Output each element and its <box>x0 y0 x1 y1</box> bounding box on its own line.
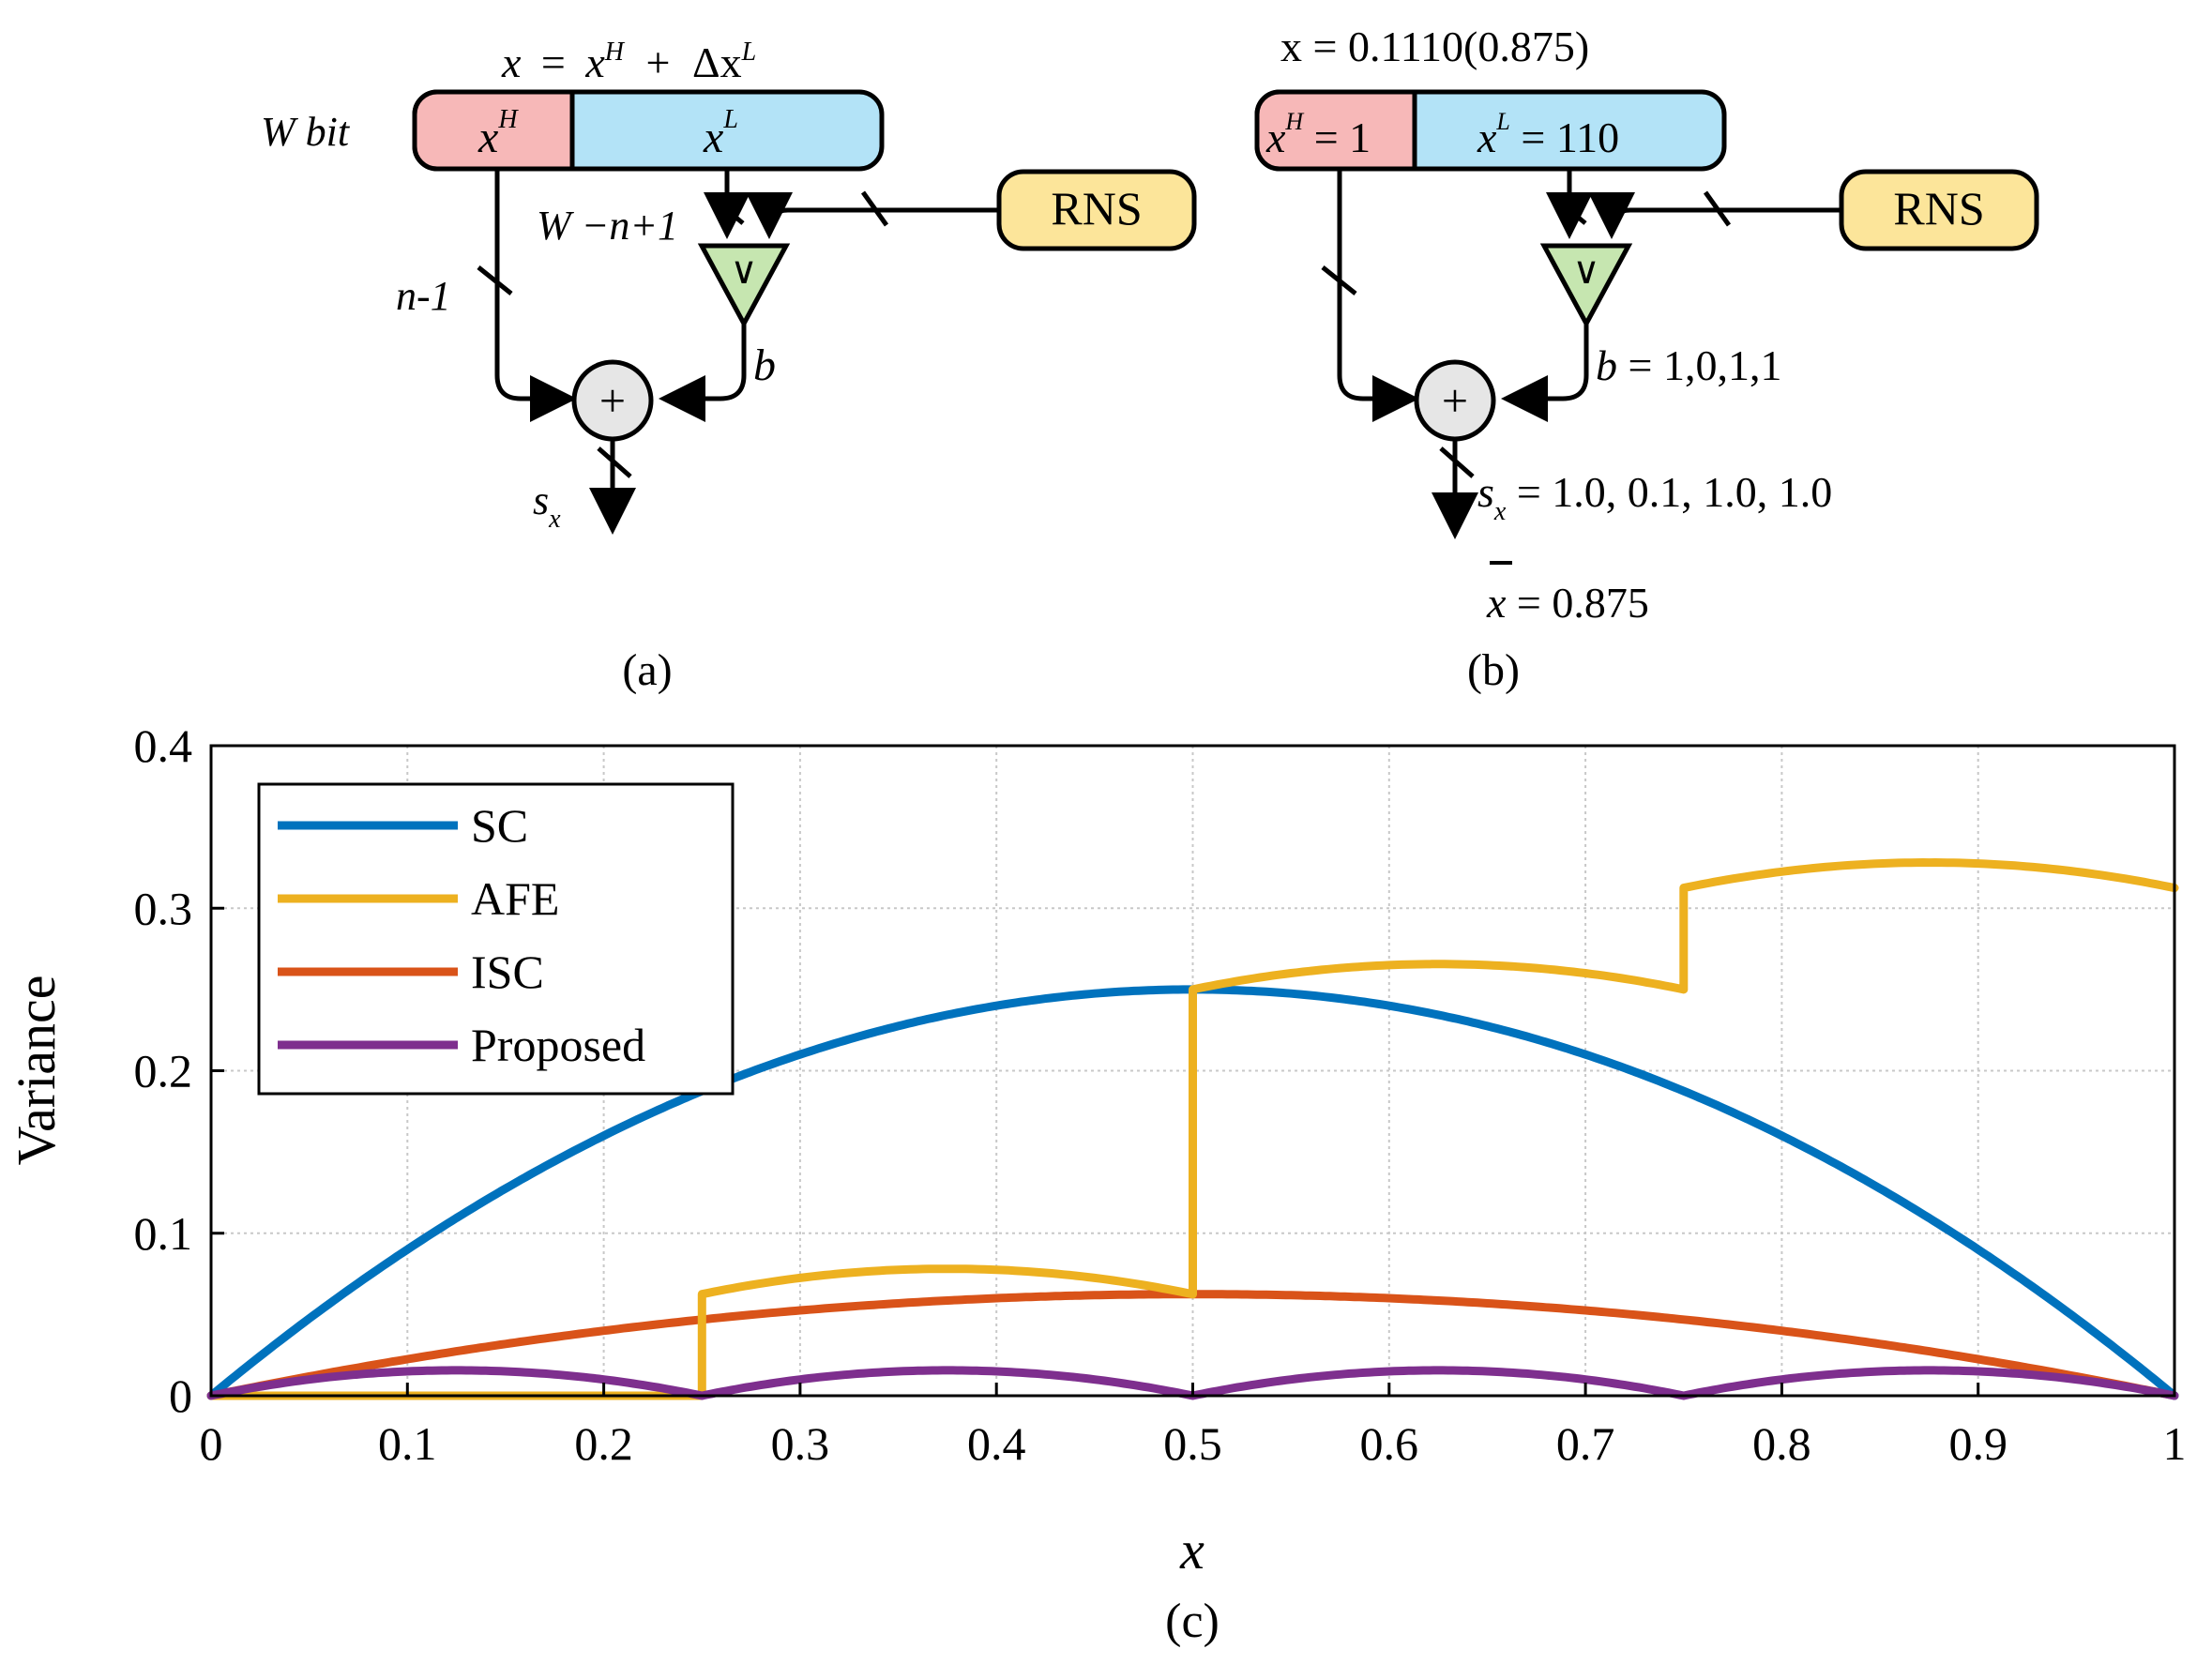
sx-label-a: sx <box>533 477 561 534</box>
register-a-high <box>412 89 575 172</box>
x-tick-label: 0.7 <box>1556 1417 1615 1470</box>
width-msb-label: n-1 <box>396 273 451 319</box>
panel-b: x = 0.1110(0.875) xH = 1 xL = 110 RNS ∨ … <box>1254 23 2039 695</box>
legend: SC AFE ISC Proposed <box>257 782 735 1096</box>
x-tick-label: 0.9 <box>1948 1417 2007 1470</box>
caption-a: (a) <box>622 645 672 695</box>
width-lsb-label: W −n+1 <box>537 203 678 249</box>
legend-label-isc: ISC <box>471 945 544 998</box>
register-b-low-label: xL = 110 <box>1477 108 1619 161</box>
y-tick-label: 0 <box>169 1369 192 1422</box>
b-wire-b <box>1501 324 1589 422</box>
msb-wire-a <box>494 169 577 422</box>
x-tick-label: 1 <box>2163 1417 2187 1470</box>
panel-a: x = xH + ΔxL W bit xH xL RNS W −n+1 n-1 … <box>261 22 1197 695</box>
register-a-high-label: xH <box>477 105 519 162</box>
bus-slash <box>477 265 513 295</box>
b-wire-a <box>659 324 747 422</box>
bus-slash <box>597 446 632 478</box>
bus-slash <box>709 195 745 225</box>
x-tick-label: 0.5 <box>1163 1417 1222 1470</box>
y-axis-label: Variance <box>6 976 67 1166</box>
panel-b-equation: x = 0.1110(0.875) <box>1280 23 1589 70</box>
y-tick-label: 0.4 <box>134 719 193 772</box>
rns-wire-b <box>1588 191 1841 239</box>
comparator-symbol-b: ∨ <box>1572 250 1599 292</box>
panel-c-chart: 0 0.1 0.2 0.3 0.4 0.5 0.6 0.7 0.8 0.9 1 0 0.1 0.2 0.3 0… <box>6 719 2187 1648</box>
msb-wire-b <box>1337 169 1419 422</box>
x-tick-label: 0.8 <box>1752 1417 1811 1470</box>
comparator-b <box>1539 243 1633 329</box>
legend-label-proposed: Proposed <box>471 1019 645 1071</box>
x-tick-label: 0.3 <box>771 1417 830 1470</box>
sx-label-b: sx = 1.0, 0.1, 1.0, 1.0 <box>1477 468 1832 526</box>
register-b-high-label: xH = 1 <box>1265 108 1371 161</box>
y-tick-label: 0.2 <box>134 1045 193 1097</box>
x-tick-label: 0.1 <box>378 1417 437 1470</box>
rns-label-b: RNS <box>1893 182 1984 234</box>
xbar-label-b: x = 0.875 <box>1486 579 1649 627</box>
x-tick-label: 0.6 <box>1360 1417 1419 1470</box>
series-line-afe <box>206 858 2179 1400</box>
caption-b: (b) <box>1467 645 1520 695</box>
bus-slash <box>860 190 889 227</box>
panel-a-equation: x = xH + ΔxL <box>501 22 756 86</box>
w-bit-label: W bit <box>261 109 351 155</box>
bus-slash <box>1321 265 1357 295</box>
bus-slash <box>1552 195 1587 225</box>
b-label-a: b <box>753 340 776 390</box>
comparator-symbol-a: ∨ <box>730 250 757 292</box>
y-tick-label: 0.1 <box>134 1207 193 1260</box>
ticks: 0 0.1 0.2 0.3 0.4 0.5 0.6 0.7 0.8 0.9 1 0 0.1 0.2 0.3 0… <box>134 719 2187 1470</box>
adder-symbol-b: + <box>1442 374 1468 427</box>
rns-wire-a <box>746 191 999 239</box>
bus-slash <box>1439 446 1475 478</box>
rns-label-a: RNS <box>1051 182 1142 234</box>
x-axis-label: x <box>1179 1520 1204 1581</box>
register-a-low-label: xL <box>703 105 738 162</box>
register-b-high <box>1254 89 1417 172</box>
bus-slash <box>1703 190 1732 227</box>
adder-symbol-a: + <box>599 374 626 427</box>
b-label-b: b = 1,0,1,1 <box>1596 341 1781 389</box>
x-tick-label: 0.4 <box>967 1417 1026 1470</box>
x-tick-label: 0 <box>200 1417 223 1470</box>
y-tick-label: 0.3 <box>134 882 193 934</box>
caption-c: (c) <box>1165 1595 1220 1648</box>
legend-label-sc: SC <box>471 799 528 852</box>
legend-label-afe: AFE <box>471 872 559 925</box>
comparator-a <box>697 243 791 329</box>
x-tick-label: 0.2 <box>574 1417 633 1470</box>
